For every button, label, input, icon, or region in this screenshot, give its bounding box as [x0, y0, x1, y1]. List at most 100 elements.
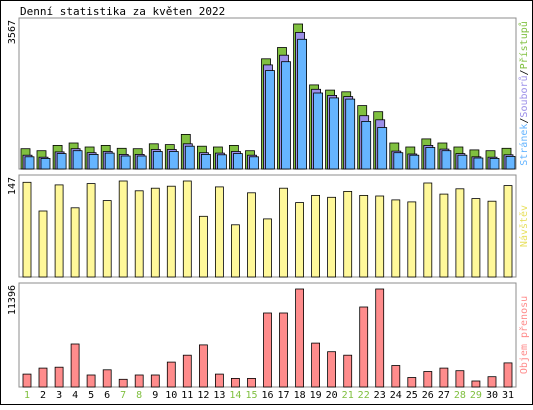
volume-bar — [471, 380, 481, 388]
volume-bar — [503, 362, 513, 388]
pages-bar — [393, 152, 404, 170]
volume-bar — [439, 367, 449, 388]
pages-bar — [40, 157, 51, 170]
pages-bar — [489, 157, 500, 170]
day-label: 25 — [406, 390, 418, 401]
visits-bar — [263, 218, 272, 278]
day-label: 13 — [213, 390, 225, 401]
visits-bar — [295, 202, 305, 278]
chart-title: Denní statistika za květen 2022 — [20, 5, 225, 18]
day-label: 14 — [229, 390, 241, 401]
volume-bar — [359, 306, 369, 388]
legend-accesses: Přístupů — [518, 21, 530, 69]
pages-bar — [297, 38, 308, 170]
pages-bar — [377, 127, 388, 170]
pages-bar — [457, 154, 468, 170]
day-label: 6 — [104, 390, 110, 401]
pages-bar — [216, 154, 227, 170]
visits-bar — [423, 182, 433, 278]
ymax-label-volume: 11396 — [7, 285, 18, 315]
visits-bar — [375, 195, 385, 278]
volume-bar — [198, 344, 208, 388]
day-label: 20 — [326, 390, 338, 401]
legend-volume: Objem přenosu — [518, 296, 530, 374]
visits-bar — [487, 200, 497, 278]
volume-bar — [311, 342, 321, 388]
volume-bar — [182, 354, 192, 388]
day-label: 8 — [136, 390, 142, 401]
volume-bar — [70, 343, 80, 388]
pages-bar — [473, 157, 484, 170]
pages-bar — [120, 155, 131, 170]
volume-bar — [295, 288, 305, 388]
visits-bar — [70, 207, 80, 278]
visits-bar — [54, 184, 64, 278]
volume-bar — [102, 369, 112, 388]
visits-bar — [327, 196, 337, 278]
visits-bar — [455, 188, 465, 278]
volume-bar — [166, 361, 176, 388]
pages-bar — [168, 151, 179, 170]
pages-bar — [104, 152, 115, 170]
day-label: 28 — [454, 390, 466, 401]
pages-bar — [200, 153, 211, 170]
visits-bar — [343, 190, 353, 278]
visits-bar — [471, 198, 481, 278]
pages-bar — [24, 156, 35, 170]
visits-bar — [279, 187, 288, 278]
volume-bar — [54, 366, 64, 388]
day-label: 11 — [181, 390, 193, 401]
volume-bar — [391, 365, 401, 388]
day-label: 3 — [56, 390, 62, 401]
legend-separator: / — [519, 118, 530, 124]
pages-bar — [152, 151, 163, 170]
day-label: 15 — [245, 390, 257, 401]
day-label: 19 — [310, 390, 322, 401]
day-label: 10 — [165, 390, 177, 401]
pages-bar — [88, 153, 99, 170]
visits-bar — [311, 194, 321, 278]
visits-bar — [134, 190, 144, 278]
day-label: 29 — [470, 390, 482, 401]
day-label: 18 — [294, 390, 306, 401]
visits-bar — [247, 192, 256, 278]
legend-separator: / — [519, 69, 530, 75]
ymax-label-visits: 147 — [7, 177, 18, 195]
pages-bar — [281, 61, 291, 170]
visits-bar — [150, 187, 160, 278]
ymax-label-traffic: 3567 — [7, 20, 18, 44]
volume-bar — [423, 371, 433, 388]
volume-bar — [38, 367, 48, 388]
pages-bar — [361, 121, 372, 170]
pages-bar — [249, 156, 259, 170]
visits-bar — [230, 224, 240, 278]
pages-bar — [232, 153, 243, 170]
visits-bar — [182, 180, 192, 278]
pages-bar — [425, 147, 436, 170]
day-label: 4 — [72, 390, 78, 401]
visits-bar — [407, 201, 417, 278]
volume-bar — [263, 312, 272, 388]
visits-bar — [439, 193, 449, 278]
pages-bar — [329, 97, 340, 170]
pages-bar — [72, 150, 83, 170]
day-label: 7 — [120, 390, 126, 401]
visits-bar — [118, 180, 128, 278]
pages-bar — [505, 155, 516, 170]
volume-bar — [279, 312, 288, 388]
pages-bar — [265, 70, 275, 170]
legend-pages: Stránek — [518, 124, 530, 166]
day-label: 21 — [342, 390, 354, 401]
volume-bar — [327, 351, 337, 388]
day-label: 27 — [438, 390, 450, 401]
day-label: 22 — [358, 390, 370, 401]
pages-bar — [136, 155, 147, 170]
volume-bar — [86, 374, 96, 388]
volume-bar — [22, 373, 32, 388]
day-label: 30 — [486, 390, 498, 401]
visits-bar — [38, 210, 48, 278]
day-label: 24 — [390, 390, 402, 401]
day-label: 9 — [152, 390, 158, 401]
